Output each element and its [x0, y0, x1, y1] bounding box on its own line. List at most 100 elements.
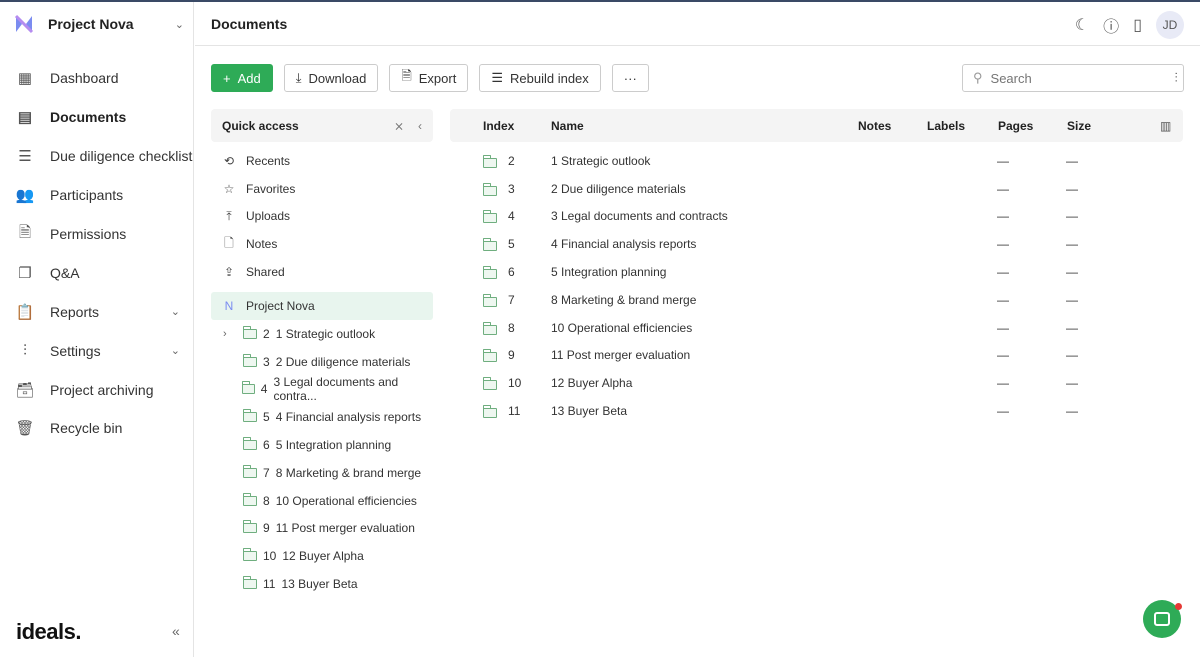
- row-name[interactable]: 3 Legal documents and contracts: [551, 209, 728, 224]
- tree-folder[interactable]: 5 4 Financial analysis reports: [211, 403, 433, 431]
- row-name[interactable]: 11 Post merger evaluation: [551, 348, 691, 363]
- folder-name: 11 Post merger evaluation: [275, 521, 415, 536]
- expand-chevron-icon[interactable]: ›: [223, 327, 227, 340]
- table-row[interactable]: 8 10 Operational efficiencies — —: [450, 314, 1183, 342]
- row-size: —: [1066, 348, 1078, 363]
- column-header-size[interactable]: Size: [1067, 118, 1092, 133]
- row-name[interactable]: 2 Due diligence materials: [551, 181, 686, 196]
- folder-icon: [483, 321, 497, 335]
- download-label: Download: [308, 70, 367, 86]
- chat-icon: [1154, 612, 1170, 626]
- tree-folder[interactable]: 7 8 Marketing & brand merge: [211, 459, 433, 487]
- row-name[interactable]: 10 Operational efficiencies: [551, 320, 693, 335]
- sidebar-item-reports[interactable]: 📋 Reports ⌄: [0, 292, 194, 331]
- tree-folder[interactable]: 8 10 Operational efficiencies: [211, 487, 433, 515]
- column-header-pages[interactable]: Pages: [998, 118, 1034, 133]
- row-size: —: [1066, 376, 1078, 391]
- sidebar-item-archive[interactable]: 🗃 Project archiving: [0, 370, 194, 409]
- tree-folder[interactable]: 6 5 Integration planning: [211, 431, 433, 459]
- uploads-icon: ⤒: [226, 208, 232, 223]
- row-index: 5: [508, 237, 515, 252]
- table-row[interactable]: 3 2 Due diligence materials — —: [450, 175, 1183, 203]
- quick-access-notes[interactable]: 🗋 Notes: [211, 230, 433, 258]
- sidebar-item-participants[interactable]: 👥 Participants: [0, 176, 194, 215]
- column-header-name[interactable]: Name: [551, 118, 584, 133]
- table-row[interactable]: 10 12 Buyer Alpha — —: [450, 369, 1183, 397]
- tree-folder[interactable]: 9 11 Post merger evaluation: [211, 515, 433, 543]
- row-name[interactable]: 5 Integration planning: [551, 265, 667, 280]
- sidebar-item-trash[interactable]: 🗑 Recycle bin: [0, 409, 194, 448]
- tree-folder[interactable]: 11 13 Buyer Beta: [211, 570, 433, 598]
- device-icon[interactable]: ▯: [1133, 17, 1142, 34]
- sidebar-item-label: Reports: [50, 303, 100, 320]
- search-input[interactable]: [990, 70, 1167, 86]
- table-row[interactable]: 5 4 Financial analysis reports — —: [450, 230, 1183, 258]
- favorites-icon: ☆: [223, 181, 235, 196]
- list-icon: ☰: [491, 70, 503, 85]
- row-name[interactable]: 8 Marketing & brand merge: [551, 292, 697, 307]
- folder-icon: [483, 238, 497, 252]
- table-row[interactable]: 6 5 Integration planning — —: [450, 258, 1183, 286]
- folder-index: 9: [263, 521, 270, 536]
- help-icon[interactable]: ⓘ: [1103, 19, 1120, 36]
- quick-access-favorites[interactable]: ☆ Favorites: [211, 175, 433, 203]
- table-row[interactable]: 7 8 Marketing & brand merge — —: [450, 286, 1183, 314]
- sidebar-item-label: Dashboard: [50, 70, 119, 87]
- row-name[interactable]: 13 Buyer Beta: [551, 404, 628, 419]
- table-row[interactable]: 11 13 Buyer Beta — —: [450, 397, 1183, 425]
- folder-name: 8 Marketing & brand merge: [275, 465, 422, 480]
- folder-icon: [483, 349, 497, 363]
- column-header-notes[interactable]: Notes: [858, 118, 892, 133]
- rebuild-index-button[interactable]: ☰ Rebuild index: [479, 64, 601, 92]
- folder-icon: [483, 210, 497, 224]
- sidebar-item-qa[interactable]: ❐ Q&A: [0, 253, 194, 292]
- plus-icon: +: [223, 70, 231, 86]
- qa-icon: ❐: [18, 264, 32, 282]
- tree-root-project[interactable]: N Project Nova: [211, 291, 433, 320]
- project-switcher[interactable]: Project Nova ⌄: [14, 14, 184, 34]
- table-row[interactable]: 2 1 Strategic outlook — —: [450, 147, 1183, 175]
- collapse-all-icon[interactable]: ⨯: [393, 118, 404, 133]
- quick-access-recents[interactable]: ⟲ Recents: [211, 147, 433, 175]
- table-row[interactable]: 9 11 Post merger evaluation — —: [450, 342, 1183, 370]
- folder-icon: [483, 405, 497, 419]
- sidebar-item-documents[interactable]: ▤ Documents: [0, 98, 194, 137]
- dark-mode-icon[interactable]: ☾: [1074, 17, 1090, 34]
- column-header-index[interactable]: Index: [483, 118, 515, 133]
- chevron-down-icon[interactable]: ⌄: [170, 306, 180, 319]
- trash-icon: 🗑: [15, 420, 35, 438]
- row-name[interactable]: 4 Financial analysis reports: [551, 237, 697, 252]
- row-index: 7: [508, 292, 515, 307]
- quick-access-uploads[interactable]: ⤒ Uploads: [211, 203, 433, 231]
- chevron-left-icon[interactable]: ‹: [418, 118, 422, 133]
- sidebar-item-permissions[interactable]: 🗎 Permissions: [0, 215, 194, 254]
- tree-folder[interactable]: 4 3 Legal documents and contra...: [211, 375, 433, 403]
- folder-name: 4 Financial analysis reports: [275, 410, 422, 425]
- quick-access-shared[interactable]: ⇪ Shared: [211, 258, 433, 286]
- more-button[interactable]: ···: [611, 64, 649, 92]
- filter-icon[interactable]: ⫶: [1174, 70, 1178, 85]
- sidebar-item-settings[interactable]: ⫶ Settings ⌄: [0, 331, 194, 370]
- table-row[interactable]: 4 3 Legal documents and contracts — —: [450, 203, 1183, 231]
- chevron-down-icon[interactable]: ⌄: [170, 345, 180, 358]
- export-button[interactable]: 🗎 Export: [389, 64, 469, 92]
- row-name[interactable]: 12 Buyer Alpha: [551, 376, 633, 391]
- collapse-sidebar-icon[interactable]: «: [172, 623, 180, 639]
- search-box: ⚲ ⫶: [962, 64, 1184, 92]
- download-button[interactable]: ⤓ Download: [283, 64, 379, 92]
- avatar[interactable]: JD: [1156, 11, 1184, 39]
- tree-folder[interactable]: 3 2 Due diligence materials: [211, 348, 433, 376]
- chat-button[interactable]: [1143, 600, 1181, 638]
- export-label: Export: [418, 70, 457, 86]
- tree-folder[interactable]: 10 12 Buyer Alpha: [211, 542, 433, 570]
- reports-icon: 📋: [15, 303, 35, 321]
- column-header-labels[interactable]: Labels: [927, 118, 966, 133]
- row-size: —: [1066, 181, 1078, 196]
- tree-folder[interactable]: › 2 1 Strategic outlook: [211, 320, 433, 348]
- columns-icon[interactable]: ▥: [1160, 118, 1172, 133]
- sidebar-item-dashboard[interactable]: ▦ Dashboard: [0, 59, 194, 98]
- sidebar-item-checklist[interactable]: ☰ Due diligence checklist: [0, 137, 194, 176]
- row-name[interactable]: 1 Strategic outlook: [551, 153, 651, 168]
- add-button[interactable]: + Add: [211, 64, 273, 92]
- documents-icon: ▤: [17, 109, 33, 127]
